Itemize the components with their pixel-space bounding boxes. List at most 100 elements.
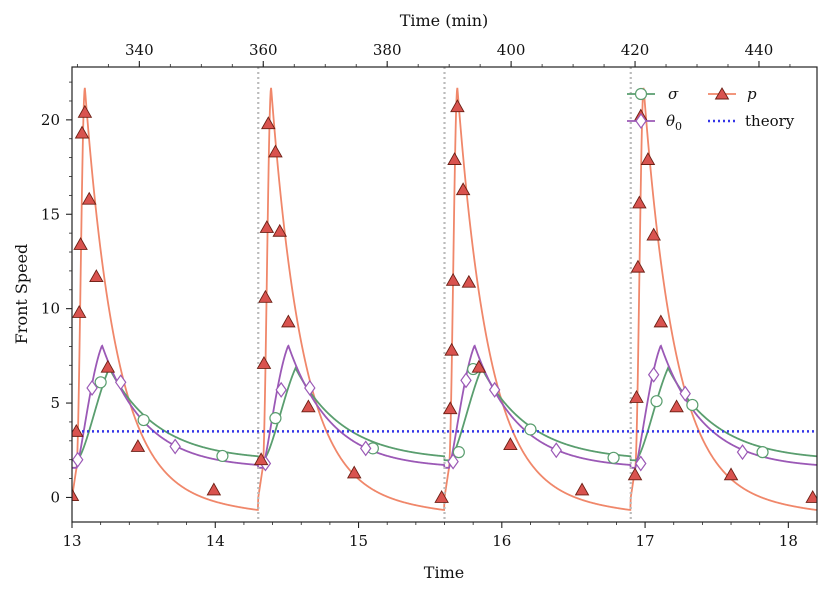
p-marker xyxy=(442,401,458,415)
legend-sigma-marker xyxy=(634,87,648,101)
y-tick-label: 20 xyxy=(41,111,60,129)
top-tick-label: 400 xyxy=(497,41,526,59)
x-tick-label: 18 xyxy=(779,532,798,550)
p-marker xyxy=(346,465,362,479)
y-tick-label: 10 xyxy=(41,300,60,318)
p-marker xyxy=(629,389,644,403)
y-tick-label: 0 xyxy=(50,488,60,506)
sigma-marker xyxy=(137,413,150,427)
top-x-axis-label: Time (min) xyxy=(400,11,489,30)
p-marker xyxy=(100,359,116,373)
p-marker xyxy=(281,314,296,328)
p-marker xyxy=(268,144,283,158)
theta-marker xyxy=(550,442,562,459)
p-marker xyxy=(455,182,471,196)
p-marker xyxy=(77,104,93,118)
legend-theta-label: θ0 xyxy=(666,112,682,133)
theta-marker xyxy=(169,438,181,455)
p-marker xyxy=(471,359,487,373)
top-tick-label: 340 xyxy=(125,41,154,59)
theta-marker xyxy=(635,455,647,472)
p-marker xyxy=(130,439,146,452)
theta-marker xyxy=(304,379,316,396)
theta-marker xyxy=(114,374,127,391)
p-marker xyxy=(256,355,272,369)
p-marker xyxy=(461,274,477,288)
p-marker xyxy=(253,452,269,466)
y-axis-label: Front Speed xyxy=(12,244,31,345)
legend: σ p θ0 theory xyxy=(627,85,795,133)
theta-marker xyxy=(447,453,459,470)
theta-marker xyxy=(647,366,660,383)
p-marker xyxy=(445,272,461,286)
sigma-marker xyxy=(269,412,282,425)
p-marker xyxy=(653,314,669,328)
x-tick-label: 16 xyxy=(492,532,511,550)
theta-marker xyxy=(736,444,749,461)
legend-theta-symbol: θ xyxy=(666,112,675,130)
theta-marker xyxy=(359,440,372,457)
top-tick-label: 380 xyxy=(373,41,402,59)
y-tick-label: 15 xyxy=(41,205,60,223)
p-marker xyxy=(73,237,88,250)
p-marker xyxy=(503,437,518,451)
p-marker xyxy=(74,125,90,139)
p-marker xyxy=(72,423,84,437)
x-tick-label: 14 xyxy=(206,532,225,550)
sigma-curve xyxy=(72,366,817,462)
p-marker xyxy=(72,488,80,502)
sigma-marker xyxy=(756,446,769,459)
p-marker xyxy=(723,467,739,481)
p-marker xyxy=(646,227,661,241)
theta-marker xyxy=(679,385,691,402)
p-marker xyxy=(258,289,273,303)
p-marker xyxy=(301,399,316,413)
x-tick-label: 13 xyxy=(62,532,81,550)
p-marker xyxy=(627,467,643,481)
p-marker xyxy=(450,99,465,113)
sigma-marker xyxy=(94,376,107,389)
sigma-marker xyxy=(216,449,229,463)
x-tick-label: 15 xyxy=(349,532,368,550)
x-axis-label: Time xyxy=(424,563,464,582)
theta-marker xyxy=(275,381,287,398)
legend-p-marker xyxy=(714,87,730,100)
sigma-marker xyxy=(524,423,537,436)
p-marker xyxy=(444,342,459,356)
legend-theta-subscript: 0 xyxy=(675,120,682,133)
p-marker xyxy=(669,399,684,413)
p-marker xyxy=(261,116,276,130)
p-marker xyxy=(640,152,656,165)
p-marker xyxy=(434,490,449,503)
x-tick-label: 17 xyxy=(636,532,655,550)
p-marker xyxy=(81,191,97,205)
top-tick-label: 440 xyxy=(745,41,774,59)
legend-p-label: p xyxy=(747,85,757,103)
sigma-marker xyxy=(452,446,465,459)
top-tick-label: 420 xyxy=(621,41,650,59)
p-marker xyxy=(72,305,87,318)
sigma-marker xyxy=(650,395,663,408)
y-tick-label: 5 xyxy=(50,394,60,412)
p-marker xyxy=(206,482,222,496)
p-marker xyxy=(632,195,647,209)
theta-marker xyxy=(72,451,84,468)
p-marker xyxy=(805,490,817,503)
p-marker xyxy=(272,223,288,237)
legend-theory-label: theory xyxy=(745,112,795,130)
theta-marker xyxy=(86,379,98,396)
top-tick-label: 360 xyxy=(249,41,278,59)
theta-marker xyxy=(460,372,472,389)
p-marker xyxy=(447,152,462,165)
theta-marker xyxy=(488,381,501,398)
p-marker xyxy=(630,259,646,273)
sigma-marker xyxy=(686,398,699,412)
legend-sigma-label: σ xyxy=(668,85,679,103)
sigma-marker xyxy=(607,451,620,464)
p-marker xyxy=(259,220,275,233)
p-marker xyxy=(574,482,590,496)
legend-theta-marker xyxy=(635,112,647,130)
theta-curve xyxy=(72,344,817,469)
p-marker xyxy=(89,269,104,283)
